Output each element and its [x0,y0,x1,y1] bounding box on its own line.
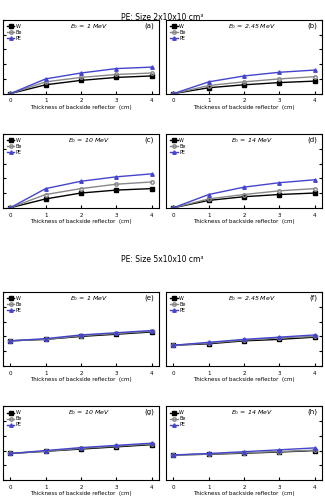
Legend: W, Be, PE: W, Be, PE [6,294,24,314]
Text: PE: Size 2x10x10 cm³: PE: Size 2x10x10 cm³ [121,12,204,22]
Text: $E_0$ = 14 MeV: $E_0$ = 14 MeV [231,136,273,145]
Text: $E_0$ = 1 MeV: $E_0$ = 1 MeV [70,294,108,304]
Legend: W, Be, PE: W, Be, PE [169,22,187,42]
Text: (f): (f) [309,294,317,301]
Legend: W, Be, PE: W, Be, PE [169,294,187,314]
Text: $E_0$ = 1 MeV: $E_0$ = 1 MeV [70,22,108,31]
Text: (c): (c) [145,136,154,143]
Legend: W, Be, PE: W, Be, PE [6,22,24,42]
Legend: W, Be, PE: W, Be, PE [169,409,187,428]
X-axis label: Thickness of backside reflector  (cm): Thickness of backside reflector (cm) [193,219,295,224]
Text: (g): (g) [144,408,154,415]
X-axis label: Thickness of backside reflector  (cm): Thickness of backside reflector (cm) [30,491,132,496]
Text: $E_0$ = 10 MeV: $E_0$ = 10 MeV [68,408,110,418]
Text: PE: Size 5x10x10 cm³: PE: Size 5x10x10 cm³ [121,255,204,264]
Legend: W, Be, PE: W, Be, PE [169,136,187,156]
X-axis label: Thickness of backside reflector  (cm): Thickness of backside reflector (cm) [30,219,132,224]
Text: (h): (h) [307,408,317,415]
Text: $E_0$ = 2.45 MeV: $E_0$ = 2.45 MeV [228,22,276,31]
X-axis label: Thickness of backside reflector  (cm): Thickness of backside reflector (cm) [193,377,295,382]
X-axis label: Thickness of backside reflector  (cm): Thickness of backside reflector (cm) [193,491,295,496]
Text: (a): (a) [144,22,154,29]
Legend: W, Be, PE: W, Be, PE [6,409,24,428]
Text: (d): (d) [307,136,317,143]
X-axis label: Thickness of backside reflector  (cm): Thickness of backside reflector (cm) [30,105,132,110]
X-axis label: Thickness of backside reflector  (cm): Thickness of backside reflector (cm) [193,105,295,110]
Text: (b): (b) [307,22,317,29]
X-axis label: Thickness of backside reflector  (cm): Thickness of backside reflector (cm) [30,377,132,382]
Text: (e): (e) [144,294,154,301]
Text: $E_0$ = 2.45 MeV: $E_0$ = 2.45 MeV [228,294,276,304]
Text: $E_0$ = 10 MeV: $E_0$ = 10 MeV [68,136,110,145]
Legend: W, Be, PE: W, Be, PE [6,136,24,156]
Text: $E_0$ = 14 MeV: $E_0$ = 14 MeV [231,408,273,418]
